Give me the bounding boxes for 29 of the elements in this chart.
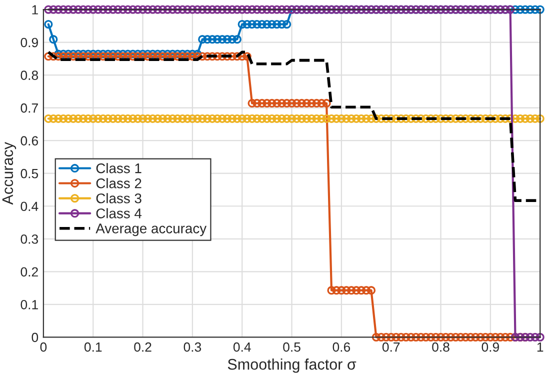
y-tick-label: 1 [32,5,38,14]
x-tick-label: 0.6 [332,342,350,352]
x-tick-label: 0 [40,342,47,352]
x-tick-label: 0.2 [134,342,152,352]
legend-label: Class 1 [96,163,142,174]
x-tick-label: 0.9 [482,342,499,352]
y-tick-label: 0.6 [20,136,38,146]
y-tick-label: 0.3 [20,234,38,244]
legend-label: Class 2 [96,178,142,188]
x-tick-label: 0.5 [283,342,300,352]
x-tick-label: 0.4 [233,342,251,352]
y-tick-label: 0.7 [20,103,38,113]
x-axis-title: Smoothing factor σ [228,358,356,373]
y-tick-label: 0.1 [20,300,38,310]
y-axis-title: Accuracy [2,142,16,205]
legend-label: Average accuracy [96,224,207,236]
x-tick-label: 0.7 [382,342,400,352]
x-tick-label: 0.3 [184,342,202,352]
y-tick-label: 0.5 [20,168,38,178]
x-tick-label: 0.1 [84,342,102,352]
legend-label: Class 4 [96,208,142,218]
y-tick-label: 0.2 [20,267,38,277]
y-tick-label: 0.9 [20,38,38,48]
y-tick-label: 0 [32,332,38,342]
legend-label: Class 3 [96,193,142,204]
y-tick-label: 0.4 [20,202,38,212]
x-tick-label: 0.8 [432,342,450,352]
y-tick-label: 0.8 [20,70,38,80]
x-tick-label: 1 [537,342,544,352]
